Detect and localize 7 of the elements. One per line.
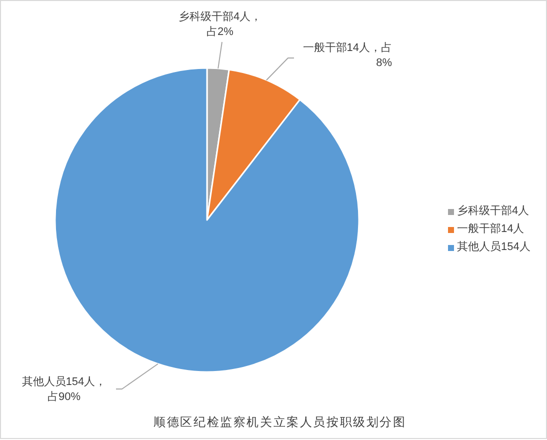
legend-label: 一般干部14人 [457, 223, 524, 236]
text: 顺德区纪检监察机关立案人员按职级划分图 [154, 414, 406, 431]
data-label: 一般干部14人，占8% [302, 40, 392, 70]
data-label: 乡科级干部4人，占2% [177, 10, 263, 40]
legend-label: 其他人员154人 [457, 241, 530, 254]
data-label: 其他人员154人，占90% [20, 374, 108, 404]
legend-label: 乡科级干部4人 [457, 205, 530, 218]
